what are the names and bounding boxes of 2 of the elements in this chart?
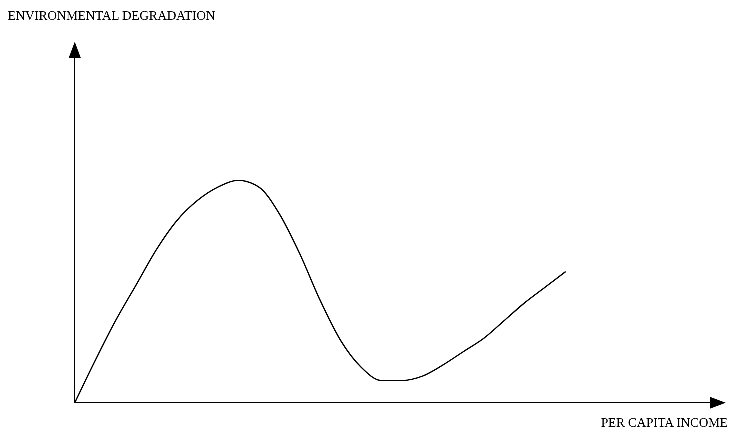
x-axis-title: PER CAPITA INCOME (601, 415, 728, 431)
text: ENVIRONMENTAL DEGRADATION (8, 8, 216, 24)
